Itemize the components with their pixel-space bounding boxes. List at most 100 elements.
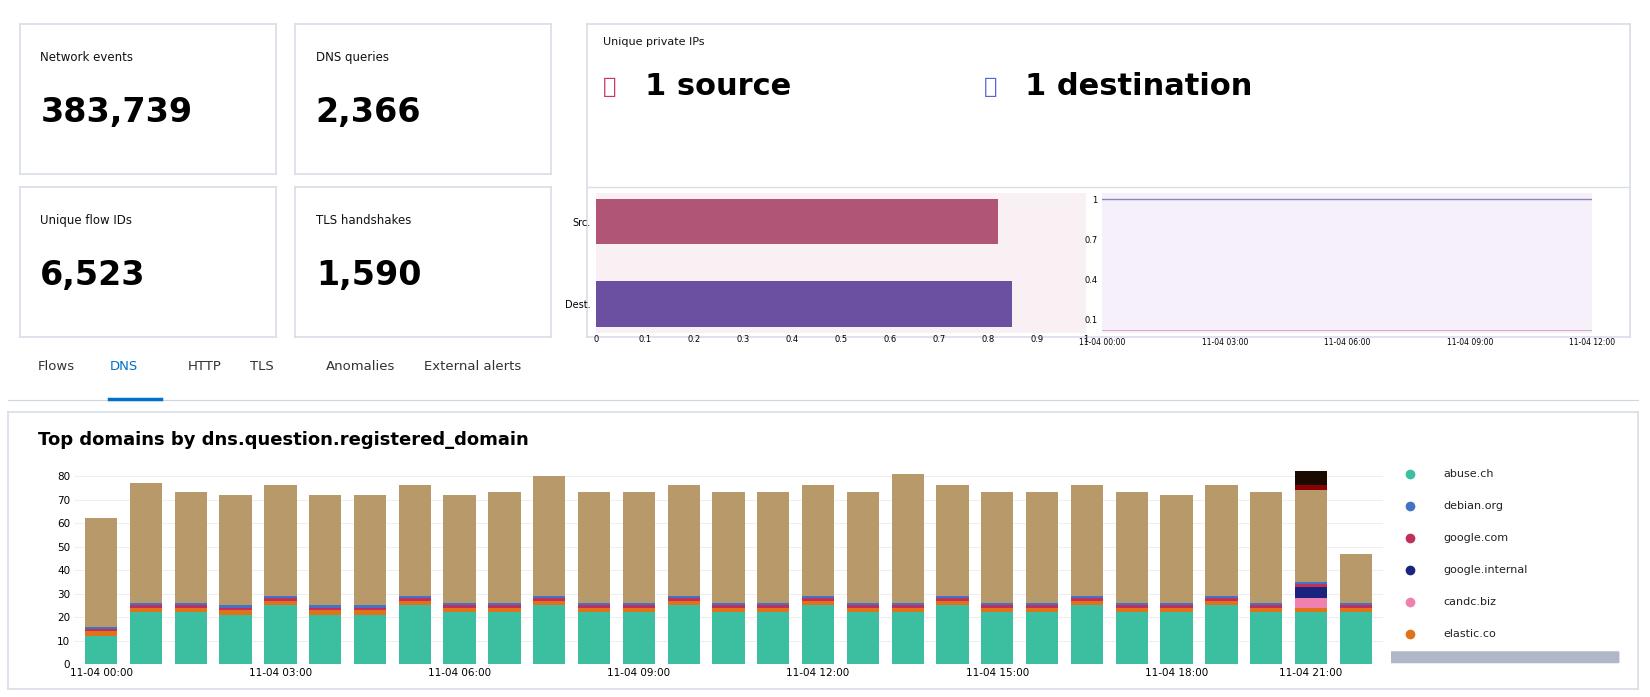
Text: candc.biz: candc.biz: [1444, 597, 1497, 607]
Bar: [488, 603, 520, 606]
Text: google.com: google.com: [1444, 533, 1508, 543]
Text: Top domains by dns.question.registered_domain: Top domains by dns.question.registered_d…: [38, 431, 528, 450]
Bar: [757, 606, 789, 608]
Bar: [1160, 608, 1193, 613]
Bar: [578, 613, 610, 664]
Bar: [1026, 613, 1058, 664]
Text: TLS handshakes: TLS handshakes: [315, 214, 411, 227]
Bar: [353, 610, 386, 615]
Bar: [802, 606, 835, 664]
Bar: [757, 613, 789, 664]
Bar: [1115, 606, 1148, 608]
Bar: [130, 613, 162, 664]
Bar: [1340, 606, 1371, 608]
Bar: [264, 485, 297, 596]
Bar: [1251, 603, 1282, 606]
Bar: [488, 608, 520, 613]
Bar: [533, 606, 566, 664]
Bar: [444, 603, 475, 606]
Bar: [309, 606, 342, 608]
Bar: [399, 601, 431, 606]
Text: Anomalies: Anomalies: [327, 360, 396, 373]
Text: 1 destination: 1 destination: [1025, 72, 1252, 101]
Bar: [1340, 613, 1371, 664]
Bar: [622, 613, 655, 664]
FancyBboxPatch shape: [1389, 651, 1619, 664]
Bar: [1295, 587, 1327, 598]
Text: External alerts: External alerts: [424, 360, 521, 373]
Bar: [86, 519, 117, 627]
Bar: [219, 610, 252, 615]
Text: abuse.ch: abuse.ch: [1444, 469, 1495, 480]
Bar: [1115, 603, 1148, 606]
Bar: [982, 606, 1013, 608]
Bar: [86, 629, 117, 631]
Bar: [219, 608, 252, 610]
Bar: [1071, 596, 1104, 598]
Bar: [399, 596, 431, 598]
Bar: [713, 613, 744, 664]
Bar: [1340, 603, 1371, 606]
Bar: [175, 613, 206, 664]
Bar: [578, 493, 610, 603]
Bar: [757, 603, 789, 606]
Text: TLS: TLS: [249, 360, 274, 373]
Bar: [1071, 601, 1104, 606]
Bar: [891, 474, 924, 603]
Bar: [1204, 596, 1238, 598]
Text: DNS queries: DNS queries: [315, 52, 389, 64]
Bar: [622, 608, 655, 613]
Bar: [353, 608, 386, 610]
Bar: [891, 613, 924, 664]
Bar: [1340, 553, 1371, 603]
Bar: [713, 608, 744, 613]
Bar: [846, 603, 879, 606]
Bar: [1071, 485, 1104, 596]
Bar: [891, 606, 924, 608]
Bar: [1204, 606, 1238, 664]
Text: 1 source: 1 source: [645, 72, 790, 101]
Bar: [1251, 608, 1282, 613]
Bar: [488, 613, 520, 664]
Bar: [937, 606, 969, 664]
Bar: [175, 608, 206, 613]
Bar: [219, 495, 252, 606]
Bar: [444, 608, 475, 613]
Bar: [1026, 608, 1058, 613]
Bar: [1295, 485, 1327, 490]
Bar: [1160, 613, 1193, 664]
Bar: [444, 495, 475, 603]
Bar: [1295, 598, 1327, 608]
Bar: [982, 493, 1013, 603]
Bar: [1160, 495, 1193, 603]
Bar: [353, 615, 386, 664]
Bar: [578, 603, 610, 606]
Bar: [1295, 608, 1327, 613]
Text: debian.org: debian.org: [1444, 501, 1503, 511]
Bar: [309, 608, 342, 610]
Bar: [802, 601, 835, 606]
Text: Unique flow IDs: Unique flow IDs: [40, 214, 132, 227]
Text: 6,523: 6,523: [40, 259, 145, 292]
Bar: [1295, 471, 1327, 582]
Bar: [713, 606, 744, 608]
Bar: [1340, 608, 1371, 613]
Bar: [1251, 613, 1282, 664]
Bar: [130, 483, 162, 603]
Bar: [1071, 606, 1104, 664]
Bar: [802, 485, 835, 596]
Bar: [444, 613, 475, 664]
Bar: [309, 610, 342, 615]
Text: 📍: 📍: [602, 77, 617, 97]
Bar: [130, 603, 162, 606]
Bar: [1295, 584, 1327, 587]
Bar: [264, 601, 297, 606]
Bar: [668, 598, 700, 601]
Bar: [1251, 493, 1282, 603]
Text: Unique private IPs: Unique private IPs: [602, 37, 705, 47]
Bar: [846, 493, 879, 603]
Bar: [533, 601, 566, 606]
Text: 383,739: 383,739: [40, 96, 193, 130]
Bar: [488, 493, 520, 603]
Bar: [175, 493, 206, 603]
